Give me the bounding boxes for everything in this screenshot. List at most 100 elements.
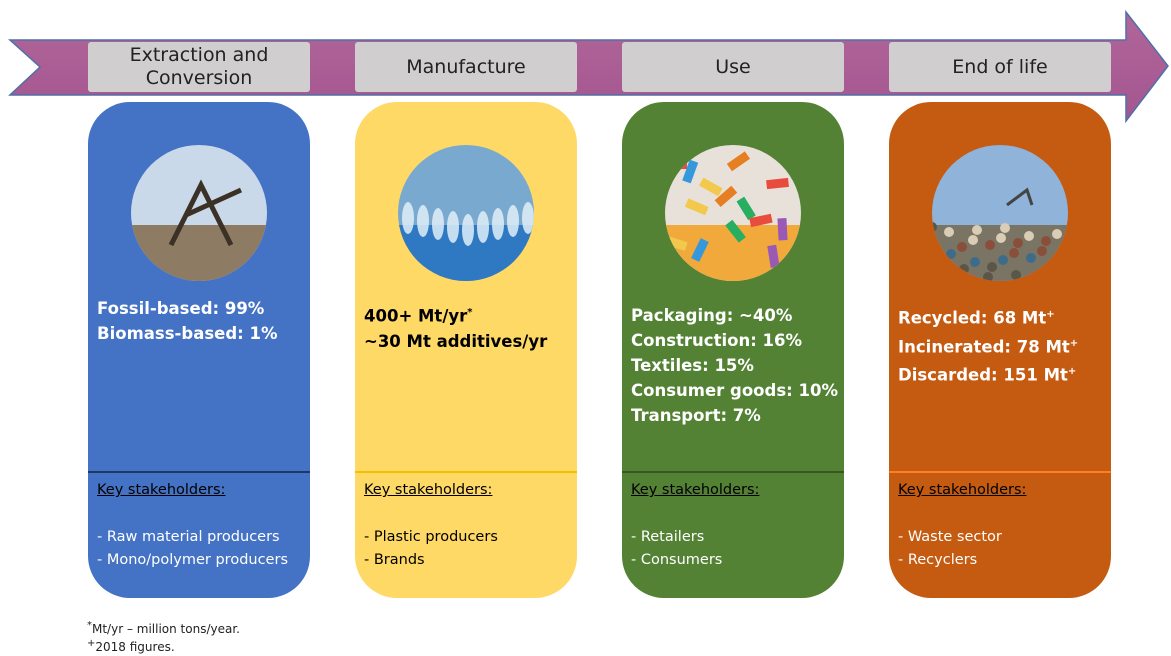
shape bbox=[942, 259, 952, 269]
shape bbox=[1026, 253, 1036, 263]
stage-title: Manufacture bbox=[355, 42, 577, 92]
stat-text: Fossil-based: 99% bbox=[97, 299, 264, 318]
shape bbox=[1011, 270, 1021, 280]
shape bbox=[1000, 223, 1010, 233]
stage-photo bbox=[665, 145, 801, 281]
shape bbox=[777, 218, 787, 240]
stat-text: Incinerated: 78 Mt bbox=[898, 337, 1070, 356]
stat: Fossil-based: 99% bbox=[97, 296, 307, 321]
shape bbox=[1013, 238, 1023, 248]
photo bbox=[932, 145, 1068, 281]
shape bbox=[946, 249, 956, 259]
stat: Consumer goods: 10% bbox=[631, 378, 841, 403]
stage-divider bbox=[889, 471, 1111, 473]
shape bbox=[131, 225, 267, 281]
stat-sup: + bbox=[1046, 309, 1054, 320]
stakeholders-label: Key stakeholders: bbox=[631, 482, 759, 498]
stat-text: Discarded: 151 Mt bbox=[898, 366, 1068, 385]
stage-stats: 400+ Mt/yr* ~30 Mt additives/yr bbox=[364, 300, 574, 354]
shape bbox=[1052, 229, 1062, 239]
stakeholder: - Mono/polymer producers bbox=[97, 549, 288, 572]
footnote: *Mt/yr – million tons/year. bbox=[87, 618, 240, 637]
stat-text: Biomass-based: 1% bbox=[97, 324, 278, 343]
stat: Recycled: 68 Mt+ bbox=[898, 302, 1108, 331]
stat-text: Textiles: 15% bbox=[631, 356, 754, 375]
footnote-text: 2018 figures. bbox=[95, 640, 174, 654]
shape bbox=[932, 244, 939, 254]
shape bbox=[1054, 251, 1064, 261]
stat-text: ~30 Mt additives/yr bbox=[364, 332, 547, 351]
shape bbox=[985, 240, 995, 250]
shape bbox=[944, 227, 954, 237]
stat: Transport: 7% bbox=[631, 403, 841, 428]
stakeholder: - Raw material producers bbox=[97, 526, 280, 549]
shape bbox=[1037, 246, 1047, 256]
shape bbox=[402, 202, 414, 234]
stat: Incinerated: 78 Mt+ bbox=[898, 331, 1108, 360]
stage-stats: Fossil-based: 99% Biomass-based: 1% bbox=[97, 296, 307, 346]
shape bbox=[932, 266, 941, 276]
stat-text: Packaging: ~40% bbox=[631, 306, 792, 325]
stage-photo bbox=[398, 145, 534, 281]
stat: 400+ Mt/yr* bbox=[364, 300, 574, 329]
stakeholder: - Consumers bbox=[631, 549, 722, 572]
stat-text: 400+ Mt/yr bbox=[364, 307, 467, 326]
stakeholder: - Retailers bbox=[631, 526, 704, 549]
stakeholder: - Waste sector bbox=[898, 526, 1002, 549]
shape bbox=[507, 205, 519, 237]
shape bbox=[987, 262, 997, 272]
stat: Textiles: 15% bbox=[631, 353, 841, 378]
shape bbox=[968, 235, 978, 245]
stat: Biomass-based: 1% bbox=[97, 321, 307, 346]
stage-title: End of life bbox=[889, 42, 1111, 92]
shape bbox=[955, 274, 965, 281]
shape bbox=[447, 211, 459, 243]
stat: Construction: 16% bbox=[631, 328, 841, 353]
stakeholders-label: Key stakeholders: bbox=[898, 482, 1026, 498]
shape bbox=[1028, 275, 1038, 281]
stage-title: Extraction and Conversion bbox=[88, 42, 310, 92]
shape bbox=[970, 257, 980, 267]
stakeholder: - Brands bbox=[364, 549, 425, 572]
shape bbox=[492, 208, 504, 240]
shape bbox=[1050, 261, 1060, 271]
stat-text: Construction: 16% bbox=[631, 331, 802, 350]
footnote: +2018 figures. bbox=[87, 636, 175, 655]
shape bbox=[432, 208, 444, 240]
stat-sup: + bbox=[1070, 338, 1078, 349]
shape bbox=[1009, 248, 1019, 258]
shape bbox=[1041, 236, 1051, 246]
shape bbox=[959, 264, 969, 274]
stage-divider bbox=[355, 471, 577, 473]
photo bbox=[665, 145, 801, 281]
stat: Discarded: 151 Mt+ bbox=[898, 359, 1108, 388]
shape bbox=[477, 211, 489, 243]
stage-title: Use bbox=[622, 42, 844, 92]
shape bbox=[996, 233, 1006, 243]
footnote-text: Mt/yr – million tons/year. bbox=[92, 622, 240, 636]
shape bbox=[1039, 268, 1049, 278]
stage-divider bbox=[622, 471, 844, 473]
stage-stats: Packaging: ~40% Construction: 16% Textiles… bbox=[631, 303, 841, 428]
stakeholders-label: Key stakeholders: bbox=[364, 482, 492, 498]
shape bbox=[1024, 231, 1034, 241]
shape bbox=[665, 160, 687, 169]
stat-sup: + bbox=[1068, 366, 1076, 377]
stat-sup: * bbox=[467, 307, 472, 318]
stage-photo bbox=[131, 145, 267, 281]
photo bbox=[398, 145, 534, 281]
stat-text: Recycled: 68 Mt bbox=[898, 309, 1046, 328]
shape bbox=[522, 202, 534, 234]
stakeholder: - Recyclers bbox=[898, 549, 977, 572]
photo bbox=[131, 145, 267, 281]
shape bbox=[417, 205, 429, 237]
stat-text: Consumer goods: 10% bbox=[631, 381, 838, 400]
stage-divider bbox=[88, 471, 310, 473]
shape bbox=[972, 225, 982, 235]
stakeholder: - Plastic producers bbox=[364, 526, 498, 549]
shape bbox=[998, 255, 1008, 265]
stat: ~30 Mt additives/yr bbox=[364, 329, 574, 354]
stat: Packaging: ~40% bbox=[631, 303, 841, 328]
stat-text: Transport: 7% bbox=[631, 406, 761, 425]
diagram: Extraction and Conversion Fossil-based: 9… bbox=[0, 0, 1171, 656]
